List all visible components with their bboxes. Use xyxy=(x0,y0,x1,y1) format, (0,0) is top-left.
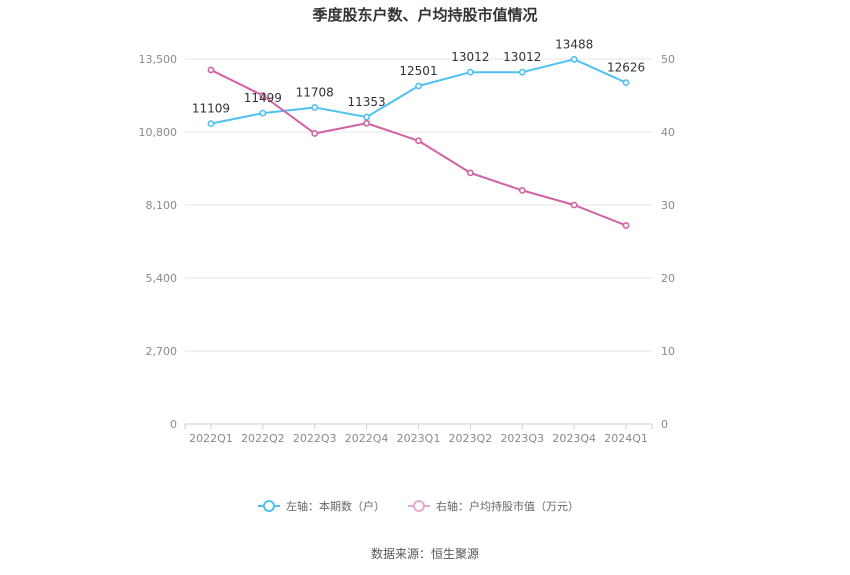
data-label: 12501 xyxy=(399,64,437,78)
left-tick-label: 13,500 xyxy=(139,53,178,66)
data-label: 11708 xyxy=(296,85,334,99)
data-point-left xyxy=(207,120,215,128)
data-point-left xyxy=(311,104,319,111)
x-tick-label: 2023Q1 xyxy=(397,432,441,445)
series xyxy=(207,55,630,229)
chart-title: 季度股东户数、户均持股市值情况 xyxy=(312,6,537,24)
data-point-left xyxy=(415,82,422,90)
legend-item-left[interactable]: 左轴：本期数（户） xyxy=(258,499,385,513)
data-point-left xyxy=(466,68,474,76)
data-point-left xyxy=(259,109,267,117)
right-tick-label: 0 xyxy=(661,418,668,431)
data-point-right xyxy=(415,137,422,145)
right-tick-label: 30 xyxy=(661,199,675,212)
legend: 左轴：本期数（户） 右轴：户均持股市值（万元） xyxy=(258,499,579,513)
right-tick-label: 20 xyxy=(661,272,675,285)
x-tick-label: 2022Q3 xyxy=(293,432,337,445)
left-tick-label: 0 xyxy=(170,418,177,431)
x-axis: 2022Q1 2022Q2 2022Q3 2022Q4 2023Q1 2023Q2 2023… xyxy=(184,424,653,445)
data-label: 11353 xyxy=(348,95,386,109)
x-tick-label: 2022Q4 xyxy=(345,432,389,445)
data-label: 11109 xyxy=(192,102,230,116)
x-tick-label: 2023Q4 xyxy=(552,432,596,445)
data-point-right xyxy=(622,222,630,229)
data-point-right xyxy=(518,186,526,194)
source-text: 数据来源：恒生聚源 xyxy=(371,546,479,561)
data-point-right xyxy=(207,66,215,74)
data-point-right xyxy=(259,92,267,99)
x-tick-label: 2022Q2 xyxy=(241,432,285,445)
data-label: 13012 xyxy=(503,50,541,64)
right-tick-label: 10 xyxy=(661,345,675,358)
left-tick-label: 10,800 xyxy=(139,126,178,139)
data-point-left xyxy=(570,55,578,63)
right-tick-label: 50 xyxy=(661,53,675,66)
x-tick-label: 2023Q2 xyxy=(449,432,493,445)
x-tick-label: 2024Q1 xyxy=(604,432,648,445)
legend-item-right[interactable]: 右轴：户均持股市值（万元） xyxy=(408,499,579,513)
legend-label-left: 左轴：本期数（户） xyxy=(286,499,385,513)
data-label: 11499 xyxy=(244,91,282,105)
left-tick-label: 2,700 xyxy=(146,345,178,358)
x-tick-label: 2022Q1 xyxy=(189,432,233,445)
data-label: 12626 xyxy=(607,61,645,75)
legend-marker-right xyxy=(413,500,425,512)
legend-marker-left xyxy=(263,500,275,512)
data-point-left xyxy=(622,79,630,87)
data-point-left xyxy=(518,68,526,76)
data-point-right xyxy=(363,119,371,127)
left-tick-label: 5,400 xyxy=(146,272,178,285)
left-tick-label: 8,100 xyxy=(146,199,178,212)
data-point-right xyxy=(570,201,578,209)
data-point-left xyxy=(363,113,371,121)
data-label: 13488 xyxy=(555,37,593,51)
data-label: 13012 xyxy=(451,50,489,64)
right-tick-label: 40 xyxy=(661,126,675,139)
right-axis: 0 10 20 30 40 50 xyxy=(661,53,675,431)
x-tick-label: 2023Q3 xyxy=(500,432,544,445)
left-axis: 0 2,700 5,400 8,100 10,800 13,500 xyxy=(139,53,178,431)
data-point-right xyxy=(466,169,474,177)
data-point-right xyxy=(311,130,319,137)
legend-label-right: 右轴：户均持股市值（万元） xyxy=(436,499,579,513)
data-labels: 11109 11499 11708 11353 12501 13012 13012 13488… xyxy=(192,37,645,115)
